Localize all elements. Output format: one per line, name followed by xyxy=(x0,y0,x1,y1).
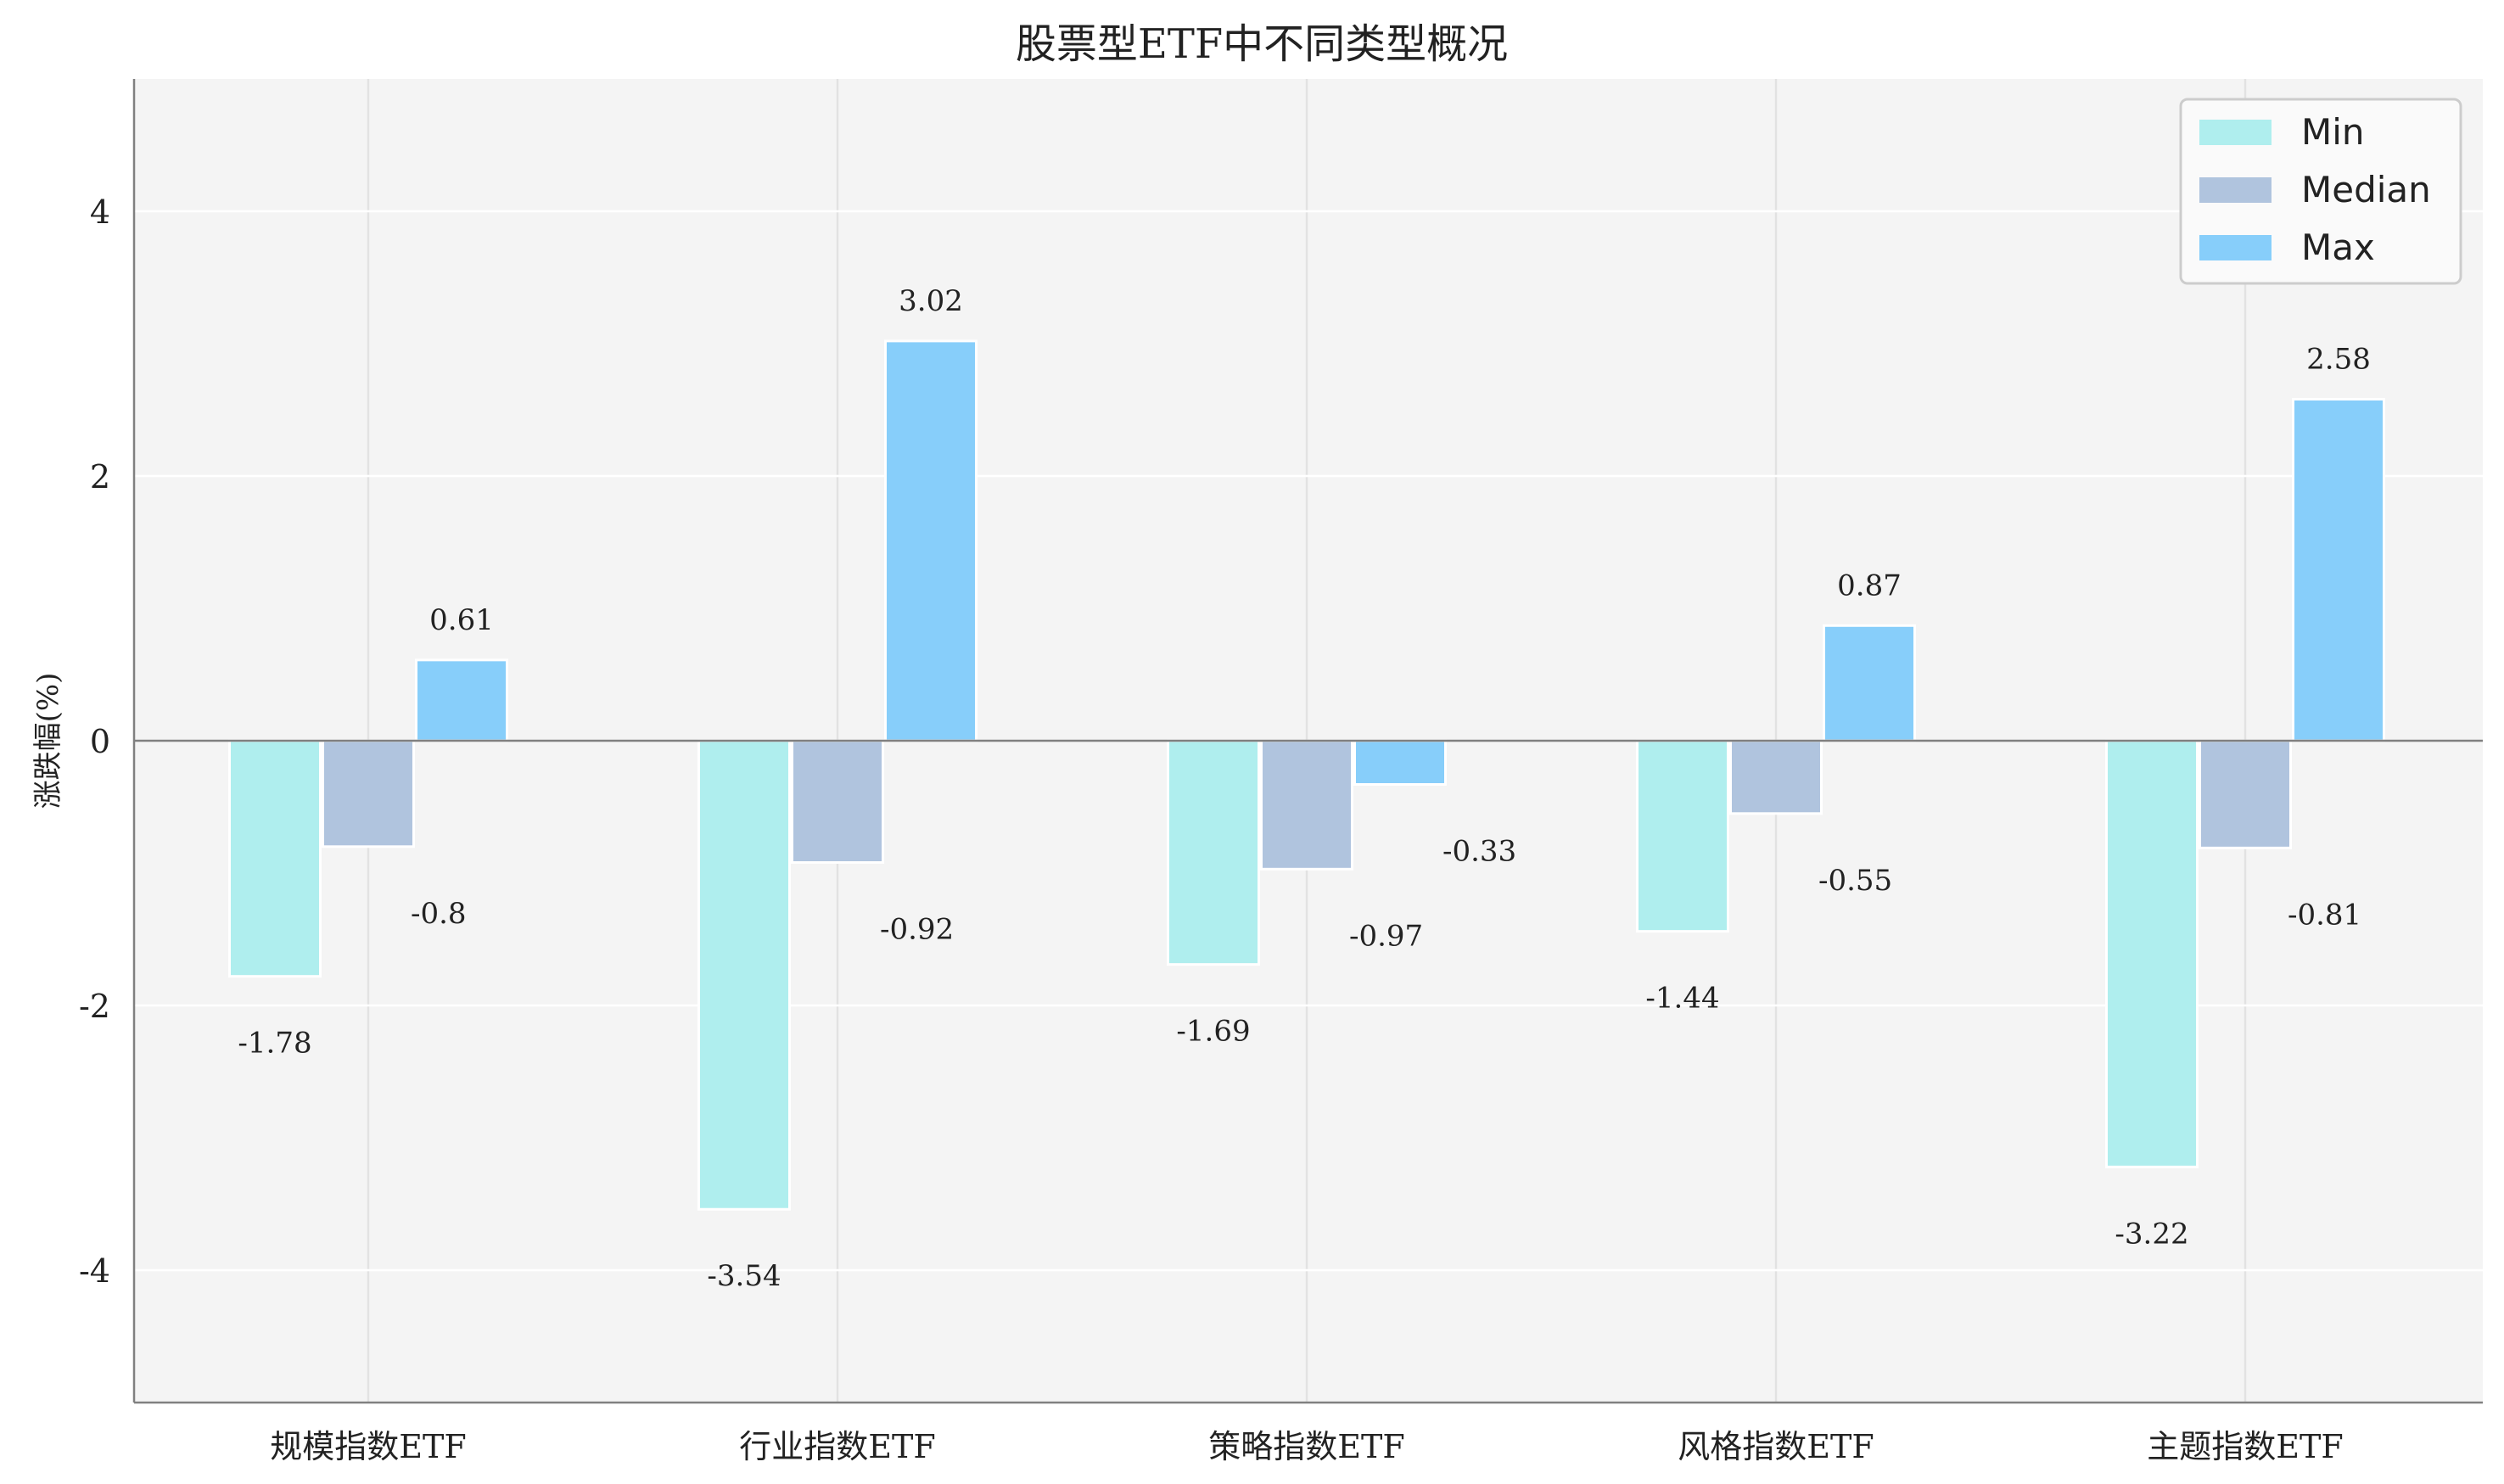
x-tick-label: 规模指数ETF xyxy=(270,1428,466,1465)
legend-swatch-min xyxy=(2199,120,2272,145)
bar-median xyxy=(1729,739,1823,815)
bar-median xyxy=(791,739,884,865)
tick-labels: 4 2 0 -2 -4 规模指数ETF 行业指数ETF 策略指数ETF 风格指数ETF 主题指数E… xyxy=(79,193,2344,1465)
data-label: -1.78 xyxy=(238,1027,311,1061)
x-tick-label: 风格指数ETF xyxy=(1678,1428,1874,1465)
data-label: -0.8 xyxy=(411,897,467,931)
legend: Min Median Max xyxy=(2179,98,2462,285)
chart-title: 股票型ETF中不同类型概况 xyxy=(1016,20,1508,68)
x-tick-label: 主题指数ETF xyxy=(2147,1428,2343,1465)
bar-median xyxy=(322,739,415,848)
axes xyxy=(132,79,2483,1404)
y-tick-label: -4 xyxy=(79,1252,110,1290)
data-label: -0.81 xyxy=(2288,898,2361,932)
data-label: -0.97 xyxy=(1349,919,1423,953)
bar-median xyxy=(2199,739,2292,849)
data-label: -0.92 xyxy=(880,913,954,947)
data-label: 3.02 xyxy=(899,284,963,318)
bar-max xyxy=(1353,739,1447,786)
bar-max xyxy=(2292,398,2385,742)
bar-min xyxy=(697,739,791,1211)
bar-max xyxy=(884,339,978,742)
bar-min xyxy=(1636,739,1729,933)
y-tick-label: 0 xyxy=(90,723,110,760)
legend-label-max: Max xyxy=(2301,227,2375,268)
legend-label-min: Min xyxy=(2301,111,2365,153)
y-axis-label: 涨跌幅(%) xyxy=(31,673,65,809)
data-label: 0.87 xyxy=(1837,568,1902,602)
bar-min xyxy=(1167,739,1260,966)
bar-min xyxy=(2105,739,2199,1168)
legend-label-median: Median xyxy=(2301,169,2431,210)
bar-max xyxy=(415,658,508,742)
legend-swatch-median xyxy=(2199,177,2272,203)
data-label: -3.22 xyxy=(2115,1217,2188,1251)
data-label: -0.33 xyxy=(1442,834,1516,868)
data-label: -0.55 xyxy=(1818,864,1892,898)
x-tick-label: 策略指数ETF xyxy=(1208,1428,1404,1465)
legend-swatch-max xyxy=(2199,235,2272,260)
data-label: 2.58 xyxy=(2306,343,2371,377)
data-labels: -1.78 -3.54 -1.69 -1.44 -3.22 -0.8 -0.92 -0.97 -… xyxy=(238,284,2370,1293)
y-tick-label: 2 xyxy=(90,458,110,496)
data-label: -3.54 xyxy=(707,1259,781,1293)
x-tick-label: 行业指数ETF xyxy=(739,1428,935,1465)
y-tick-label: -2 xyxy=(79,988,110,1025)
data-label: -1.44 xyxy=(1645,982,1719,1016)
y-tick-label: 4 xyxy=(90,193,110,231)
data-label: -1.69 xyxy=(1176,1015,1250,1049)
bar-max xyxy=(1823,624,1916,742)
bars xyxy=(228,339,2385,1211)
bar-min xyxy=(228,739,322,978)
bar-median xyxy=(1260,739,1353,871)
data-label: 0.61 xyxy=(429,603,494,637)
